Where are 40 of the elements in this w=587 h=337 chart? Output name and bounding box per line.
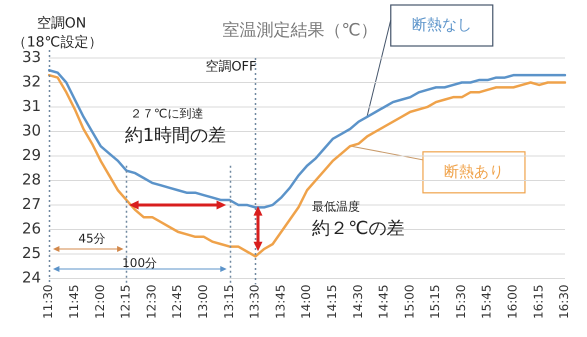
x-tick-label: 13:00: [196, 284, 210, 320]
y-tick-label: 28: [22, 170, 42, 188]
x-tick-label: 13:30: [248, 284, 262, 320]
annotation: 100分: [122, 256, 158, 270]
x-tick-label: 11:45: [67, 284, 82, 320]
x-tick-label: 16:15: [531, 284, 546, 320]
text: 断熱なし: [412, 15, 472, 34]
x-tick-label: 15:15: [428, 284, 442, 320]
y-tick-label: 30: [22, 121, 42, 140]
x-tick-label: 13:15: [222, 284, 236, 320]
x-tick-label: 16:30: [557, 284, 572, 320]
x-tick-label: 15:00: [402, 284, 416, 320]
annotation: 最低温度: [312, 200, 360, 214]
y-tick-label: 24: [22, 268, 42, 286]
x-tick-label: 14:15: [324, 284, 339, 320]
annotation: 約1時間の差: [124, 125, 226, 146]
x-tick-label: 16:00: [506, 284, 520, 320]
x-tick-label: 14:45: [376, 284, 391, 320]
x-tick-label: 13:45: [273, 284, 288, 320]
y-tick-label: 29: [22, 146, 42, 164]
annotation: 約２℃の差: [312, 218, 404, 240]
y-tick-label: 31: [22, 96, 42, 115]
y-tick-label: 25: [22, 244, 42, 262]
x-tick-label: 15:30: [454, 284, 468, 320]
text: 断熱あり: [444, 162, 504, 180]
y-tick-label: 27: [22, 194, 42, 213]
x-tick-label: 11:30: [41, 284, 56, 320]
x-tick-label: 14:30: [350, 284, 365, 320]
annotation: 45分: [78, 231, 106, 246]
x-tick-label: 12:00: [92, 284, 107, 320]
x-tick-label: 12:30: [144, 284, 158, 320]
x-tick-label: 14:00: [299, 284, 314, 320]
x-tick-label: 12:45: [170, 284, 184, 320]
ref-line-label: 空調OFF: [205, 59, 256, 74]
x-tick-label: 12:15: [118, 284, 133, 320]
chart-title: 室温測定結果（℃）: [222, 20, 378, 40]
y-tick-label: 32: [22, 72, 42, 90]
y-tick-label: 26: [22, 219, 42, 238]
annotation: ２７℃に到達: [130, 106, 204, 120]
x-tick-label: 15:45: [480, 284, 494, 320]
